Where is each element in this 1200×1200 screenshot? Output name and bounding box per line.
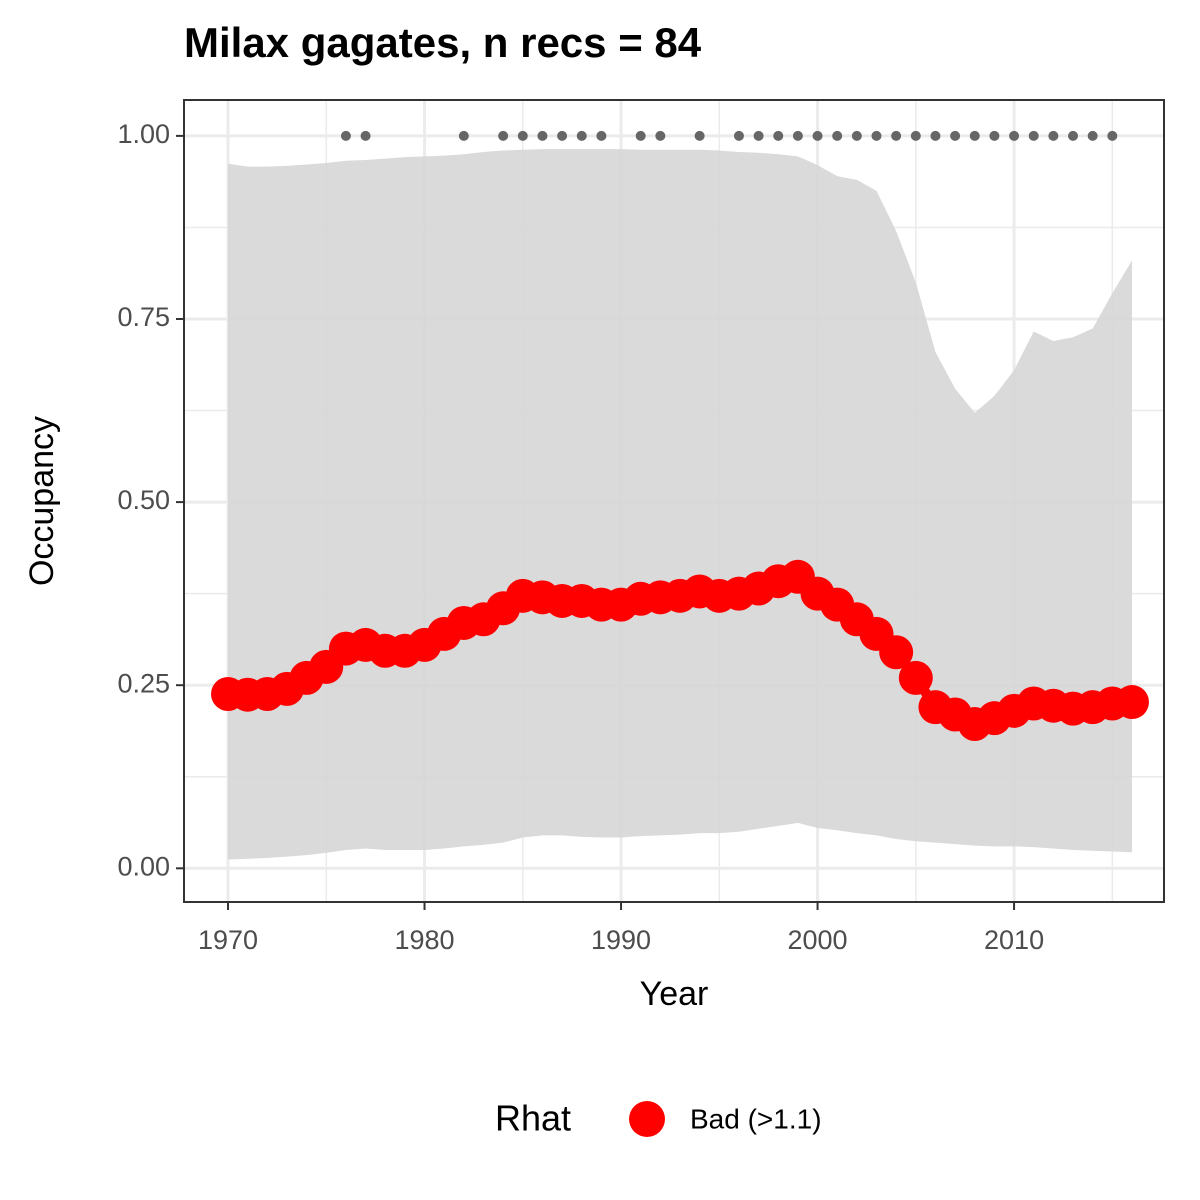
record-dot <box>950 130 961 141</box>
x-tick-label: 1970 <box>198 925 258 955</box>
record-dot <box>930 130 941 141</box>
record-dot <box>733 130 744 141</box>
y-tick-label: 0.50 <box>117 485 170 515</box>
record-dot <box>596 130 607 141</box>
y-tick-label: 0.75 <box>117 302 170 332</box>
record-dot <box>871 130 882 141</box>
legend-label: Bad (>1.1) <box>690 1103 822 1134</box>
point <box>898 660 933 695</box>
credible-band <box>228 149 1132 860</box>
record-dot <box>655 130 666 141</box>
record-dot <box>1009 130 1020 141</box>
y-axis-title: Occupancy <box>23 416 61 586</box>
legend-title: Rhat <box>495 1098 571 1139</box>
panel-border <box>183 99 1165 903</box>
record-dot <box>812 130 823 141</box>
record-dot <box>557 130 568 141</box>
record-dot <box>1048 130 1059 141</box>
x-tick-label: 2010 <box>984 925 1044 955</box>
record-dot <box>1068 130 1079 141</box>
record-dot <box>498 130 509 141</box>
record-dot <box>773 130 784 141</box>
record-dot <box>753 130 764 141</box>
point <box>879 635 914 670</box>
chart-title: Milax gagates, n recs = 84 <box>184 19 702 66</box>
y-tick-label: 0.00 <box>117 851 170 881</box>
record-dot <box>517 130 528 141</box>
record-dot <box>851 130 862 141</box>
record-dot <box>340 130 351 141</box>
record-dot <box>969 130 980 141</box>
record-dot <box>635 130 646 141</box>
record-dot <box>694 130 705 141</box>
record-dot <box>1107 130 1118 141</box>
record-dot <box>458 130 469 141</box>
record-dot <box>576 130 587 141</box>
record-dot <box>989 130 1000 141</box>
record-dot <box>360 130 371 141</box>
record-dot <box>1028 130 1039 141</box>
x-tick-label: 2000 <box>788 925 848 955</box>
x-tick-label: 1980 <box>394 925 454 955</box>
record-dot <box>1087 130 1098 141</box>
record-dot <box>792 130 803 141</box>
x-tick-label: 1990 <box>591 925 651 955</box>
record-dot <box>910 130 921 141</box>
y-tick-label: 0.25 <box>117 668 170 698</box>
record-dot <box>537 130 548 141</box>
x-axis-title: Year <box>640 975 709 1013</box>
point <box>1114 685 1149 720</box>
y-tick-label: 1.00 <box>117 119 170 149</box>
legend-swatch <box>629 1101 665 1137</box>
record-dot <box>891 130 902 141</box>
record-dot <box>832 130 843 141</box>
